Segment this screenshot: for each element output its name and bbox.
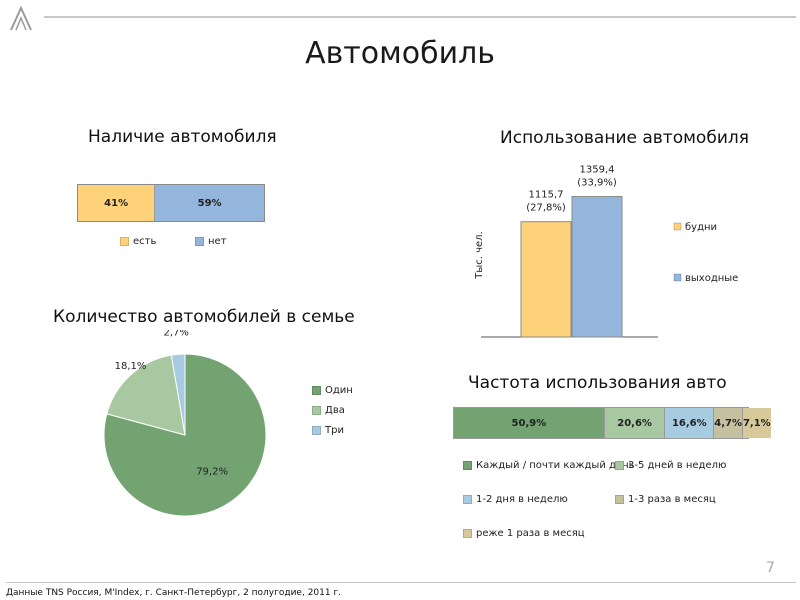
- car-ownership-legend: есть нет: [120, 236, 270, 250]
- legend-swatch: [463, 529, 472, 538]
- legend-swatch: [312, 406, 321, 415]
- data-label: 7,1%: [742, 417, 771, 429]
- data-label: 41%: [104, 197, 129, 209]
- legend-swatch: [312, 426, 321, 435]
- legend-swatch: [615, 461, 624, 470]
- legend-item: 1-3 раза в месяц: [615, 494, 716, 505]
- bar-segment: 59%: [154, 185, 264, 221]
- legend-swatch: [463, 495, 472, 504]
- legend-label: 3-5 дней в неделю: [628, 460, 727, 471]
- footer-divider: [6, 582, 796, 583]
- legend-item: Каждый / почти каждый день: [463, 460, 635, 471]
- chart-title-usage-frequency: Частота использования авто: [468, 373, 727, 393]
- cars-per-family-legend: Один Два Три: [312, 385, 402, 455]
- source-footnote: Данные TNS Россия, M'Index, г. Санкт-Пет…: [6, 588, 342, 598]
- data-label: 4,7%: [714, 417, 742, 429]
- header-divider: [44, 16, 796, 18]
- legend-label: Три: [325, 425, 344, 436]
- legend-label: будни: [685, 222, 717, 233]
- usage-frequency-legend: Каждый / почти каждый день 3-5 дней в нед…: [463, 460, 793, 550]
- bar-segment: 7,1%: [741, 408, 771, 438]
- bar-segment: 41%: [78, 185, 155, 221]
- car-ownership-bar: 41% 59%: [77, 184, 265, 222]
- legend-label: Один: [325, 385, 353, 396]
- legend-label: есть: [133, 236, 157, 247]
- legend-swatch: [120, 237, 129, 246]
- legend-item: Два: [312, 405, 345, 416]
- chart-title-cars-per-family: Количество автомобилей в семье: [53, 307, 355, 327]
- data-label: 1115,7: [529, 190, 564, 201]
- legend-item: 3-5 дней в неделю: [615, 460, 726, 471]
- legend-item: Три: [312, 425, 344, 436]
- data-label: 1359,4: [580, 165, 615, 176]
- legend-swatch: [615, 495, 624, 504]
- chart-title-car-ownership: Наличие автомобиля: [88, 127, 277, 147]
- legend-item: Один: [312, 385, 353, 396]
- bar-segment: 16,6%: [664, 408, 714, 438]
- legend-label: Каждый / почти каждый день: [476, 460, 635, 471]
- legend-swatch: [312, 386, 321, 395]
- legend-item: 1-2 дня в неделю: [463, 494, 568, 505]
- legend-swatch: [673, 273, 682, 282]
- legend-item: нет: [195, 236, 227, 247]
- legend-item: есть: [120, 236, 156, 247]
- data-label: (27,8%): [526, 203, 566, 214]
- usage-frequency-bar: 50,9% 20,6% 16,6% 4,7% 7,1%: [453, 407, 771, 439]
- legend-swatch: [463, 461, 472, 470]
- y-axis-label: Тыс. чел.: [474, 231, 485, 280]
- legend-label: нет: [208, 236, 227, 247]
- bar-будни: [520, 221, 572, 338]
- data-label: 50,9%: [511, 417, 547, 429]
- data-label: 18,1%: [115, 361, 147, 372]
- pie-slice-Три: [170, 353, 186, 436]
- legend-swatch: [195, 237, 204, 246]
- page-number: 7: [766, 560, 775, 576]
- car-usage-chart: Тыс. чел. 1115,7 (27,8%) будни 1359,4 (33,9%)…: [474, 165, 738, 338]
- chart-title-car-usage: Использование автомобиля: [500, 128, 749, 148]
- data-label: 16,6%: [671, 417, 707, 429]
- legend-item: реже 1 раза в месяц: [463, 528, 585, 539]
- bar-segment: 20,6%: [603, 408, 665, 438]
- legend-label: Два: [325, 405, 345, 416]
- data-label: 79,2%: [196, 466, 228, 477]
- logo-icon: [10, 6, 32, 31]
- bar-segment: 50,9%: [454, 408, 604, 438]
- bar-выходные: [571, 196, 623, 338]
- legend-label: реже 1 раза в месяц: [476, 528, 585, 539]
- legend-label: 1-2 дня в неделю: [476, 494, 568, 505]
- data-label: 20,6%: [617, 417, 652, 429]
- data-label: 59%: [197, 197, 222, 209]
- legend-label: 1-3 раза в месяц: [628, 494, 716, 505]
- bar-segment: 4,7%: [713, 408, 742, 438]
- pie-slice-Два: [106, 354, 186, 436]
- data-label: (33,9%): [577, 178, 617, 189]
- legend-label: выходные: [685, 273, 738, 284]
- legend-swatch: [673, 222, 682, 231]
- page-title: Автомобиль: [305, 36, 495, 71]
- data-label: 2,7%: [164, 330, 189, 339]
- cars-per-family-pie: 79,2% 18,1% 2,7%: [103, 330, 267, 517]
